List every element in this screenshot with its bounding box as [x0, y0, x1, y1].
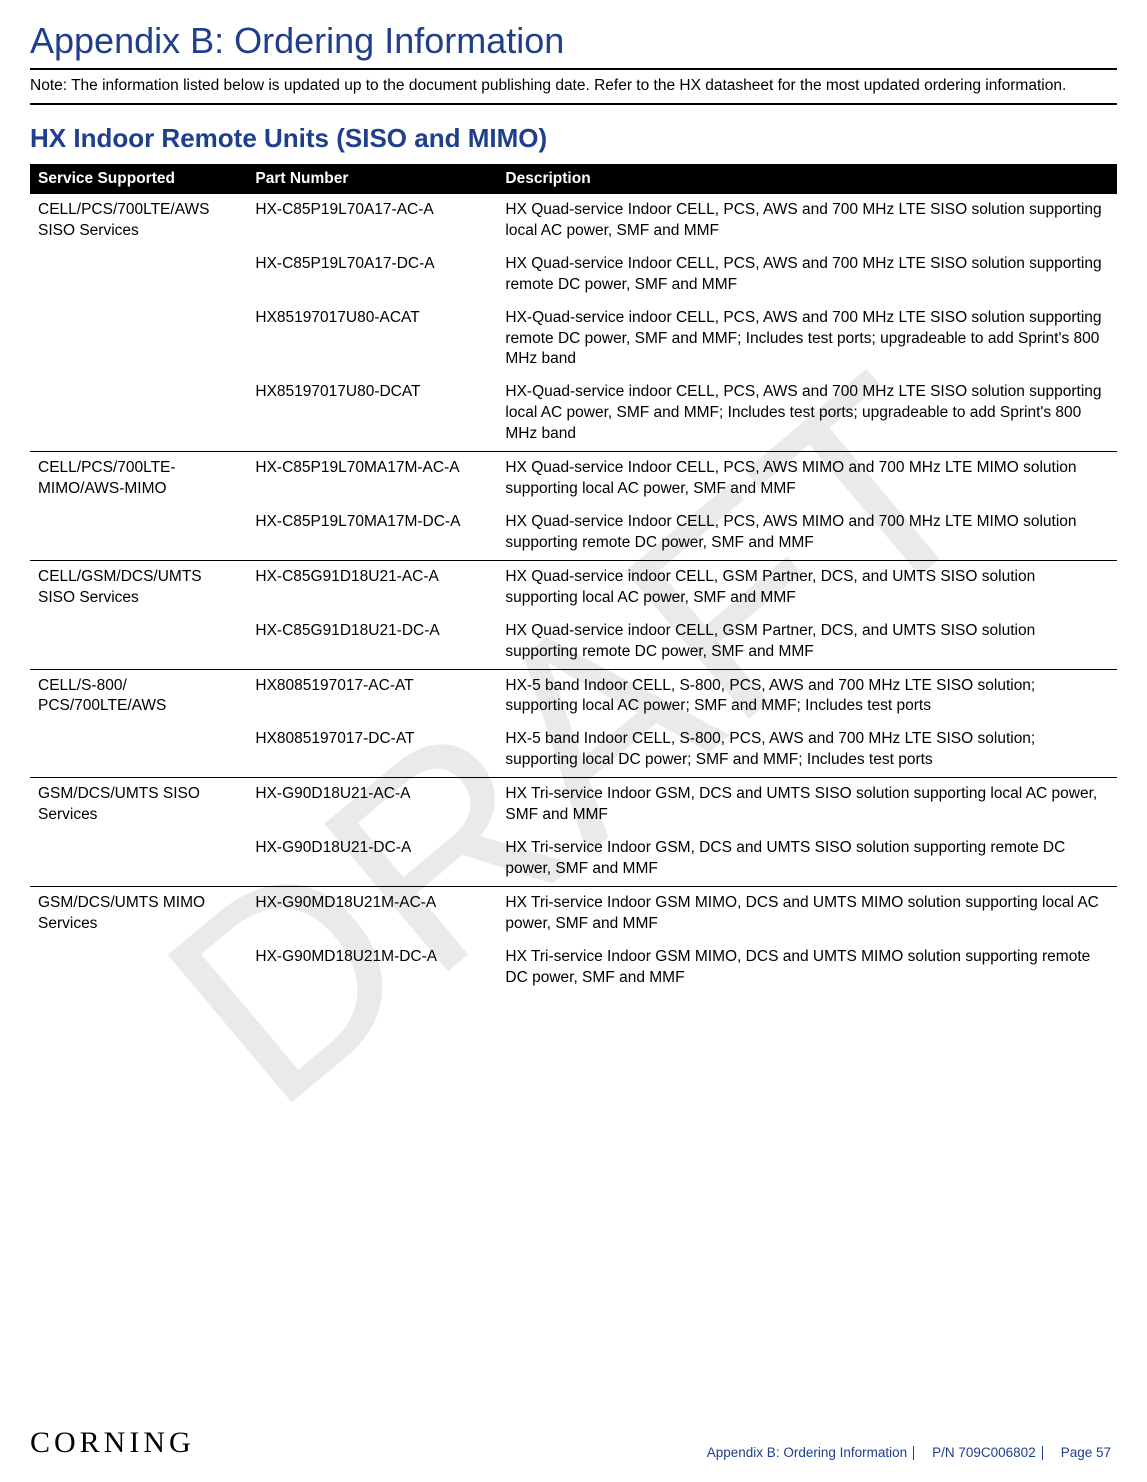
table-row: HX-G90D18U21-DC-AHX Tri-service Indoor G…	[30, 832, 1117, 886]
part-number-cell: HX-G90MD18U21M-DC-A	[247, 941, 497, 995]
footer-page: Page 57	[1055, 1445, 1117, 1460]
part-number-cell: HX85197017U80-ACAT	[247, 302, 497, 377]
part-number-cell: HX-C85P19L70A17-DC-A	[247, 248, 497, 302]
service-cell: CELL/S-800/ PCS/700LTE/AWS	[30, 669, 247, 723]
service-cell	[30, 615, 247, 669]
corning-logo: CORNING	[30, 1426, 195, 1460]
service-cell	[30, 941, 247, 995]
table-row: HX-G90MD18U21M-DC-AHX Tri-service Indoor…	[30, 941, 1117, 995]
table-row: HX-C85P19L70MA17M-DC-AHX Quad-service In…	[30, 506, 1117, 560]
part-number-cell: HX85197017U80-DCAT	[247, 376, 497, 451]
footer-separator	[913, 1446, 926, 1460]
table-row: CELL/PCS/700LTE/AWS SISO ServicesHX-C85P…	[30, 194, 1117, 248]
part-number-cell: HX-C85P19L70A17-AC-A	[247, 194, 497, 248]
service-cell	[30, 723, 247, 777]
table-row: HX-C85P19L70A17-DC-AHX Quad-service Indo…	[30, 248, 1117, 302]
table-row: HX85197017U80-DCATHX-Quad-service indoor…	[30, 376, 1117, 451]
part-number-cell: HX8085197017-DC-AT	[247, 723, 497, 777]
description-cell: HX Tri-service Indoor GSM MIMO, DCS and …	[497, 886, 1117, 940]
footer-pn: P/N 709C006802	[926, 1445, 1042, 1460]
service-cell: CELL/PCS/700LTE/AWS SISO Services	[30, 194, 247, 248]
description-cell: HX-Quad-service indoor CELL, PCS, AWS an…	[497, 376, 1117, 451]
service-cell: CELL/GSM/DCS/UMTS SISO Services	[30, 560, 247, 614]
service-cell	[30, 506, 247, 560]
section-heading: HX Indoor Remote Units (SISO and MIMO)	[30, 123, 1117, 154]
description-cell: HX-5 band Indoor CELL, S-800, PCS, AWS a…	[497, 669, 1117, 723]
part-number-cell: HX-C85G91D18U21-DC-A	[247, 615, 497, 669]
description-cell: HX Tri-service Indoor GSM, DCS and UMTS …	[497, 778, 1117, 832]
description-cell: HX Quad-service Indoor CELL, PCS, AWS MI…	[497, 506, 1117, 560]
description-cell: HX Quad-service indoor CELL, GSM Partner…	[497, 615, 1117, 669]
ordering-table: Service Supported Part Number Descriptio…	[30, 164, 1117, 995]
table-row: CELL/PCS/700LTE-MIMO/AWS-MIMOHX-C85P19L7…	[30, 452, 1117, 506]
col-service-header: Service Supported	[30, 164, 247, 194]
col-part-header: Part Number	[247, 164, 497, 194]
table-header-row: Service Supported Part Number Descriptio…	[30, 164, 1117, 194]
page-footer: CORNING Appendix B: Ordering Information…	[30, 1426, 1117, 1460]
service-cell	[30, 248, 247, 302]
footer-meta: Appendix B: Ordering Information P/N 709…	[701, 1445, 1117, 1460]
table-row: HX8085197017-DC-ATHX-5 band Indoor CELL,…	[30, 723, 1117, 777]
part-number-cell: HX-C85P19L70MA17M-DC-A	[247, 506, 497, 560]
table-row: HX85197017U80-ACATHX-Quad-service indoor…	[30, 302, 1117, 377]
description-cell: HX Quad-service indoor CELL, GSM Partner…	[497, 560, 1117, 614]
service-cell: GSM/DCS/UMTS SISO Services	[30, 778, 247, 832]
service-cell	[30, 376, 247, 451]
service-cell: CELL/PCS/700LTE-MIMO/AWS-MIMO	[30, 452, 247, 506]
part-number-cell: HX8085197017-AC-AT	[247, 669, 497, 723]
table-row: GSM/DCS/UMTS MIMO ServicesHX-G90MD18U21M…	[30, 886, 1117, 940]
part-number-cell: HX-G90D18U21-AC-A	[247, 778, 497, 832]
description-cell: HX Quad-service Indoor CELL, PCS, AWS MI…	[497, 452, 1117, 506]
table-body: CELL/PCS/700LTE/AWS SISO ServicesHX-C85P…	[30, 194, 1117, 995]
part-number-cell: HX-C85G91D18U21-AC-A	[247, 560, 497, 614]
service-cell	[30, 302, 247, 377]
part-number-cell: HX-G90MD18U21M-AC-A	[247, 886, 497, 940]
part-number-cell: HX-G90D18U21-DC-A	[247, 832, 497, 886]
description-cell: HX Tri-service Indoor GSM MIMO, DCS and …	[497, 941, 1117, 995]
description-cell: HX-5 band Indoor CELL, S-800, PCS, AWS a…	[497, 723, 1117, 777]
col-desc-header: Description	[497, 164, 1117, 194]
description-cell: HX Tri-service Indoor GSM, DCS and UMTS …	[497, 832, 1117, 886]
table-row: GSM/DCS/UMTS SISO ServicesHX-G90D18U21-A…	[30, 778, 1117, 832]
table-row: CELL/S-800/ PCS/700LTE/AWSHX8085197017-A…	[30, 669, 1117, 723]
table-row: HX-C85G91D18U21-DC-AHX Quad-service indo…	[30, 615, 1117, 669]
service-cell	[30, 832, 247, 886]
service-cell: GSM/DCS/UMTS MIMO Services	[30, 886, 247, 940]
footer-section: Appendix B: Ordering Information	[701, 1445, 913, 1460]
description-cell: HX Quad-service Indoor CELL, PCS, AWS an…	[497, 248, 1117, 302]
table-row: CELL/GSM/DCS/UMTS SISO ServicesHX-C85G91…	[30, 560, 1117, 614]
footer-separator	[1042, 1446, 1055, 1460]
update-note: Note: The information listed below is up…	[30, 76, 1117, 105]
description-cell: HX-Quad-service indoor CELL, PCS, AWS an…	[497, 302, 1117, 377]
description-cell: HX Quad-service Indoor CELL, PCS, AWS an…	[497, 194, 1117, 248]
appendix-title: Appendix B: Ordering Information	[30, 20, 1117, 70]
part-number-cell: HX-C85P19L70MA17M-AC-A	[247, 452, 497, 506]
page-content: Appendix B: Ordering Information Note: T…	[30, 20, 1117, 995]
